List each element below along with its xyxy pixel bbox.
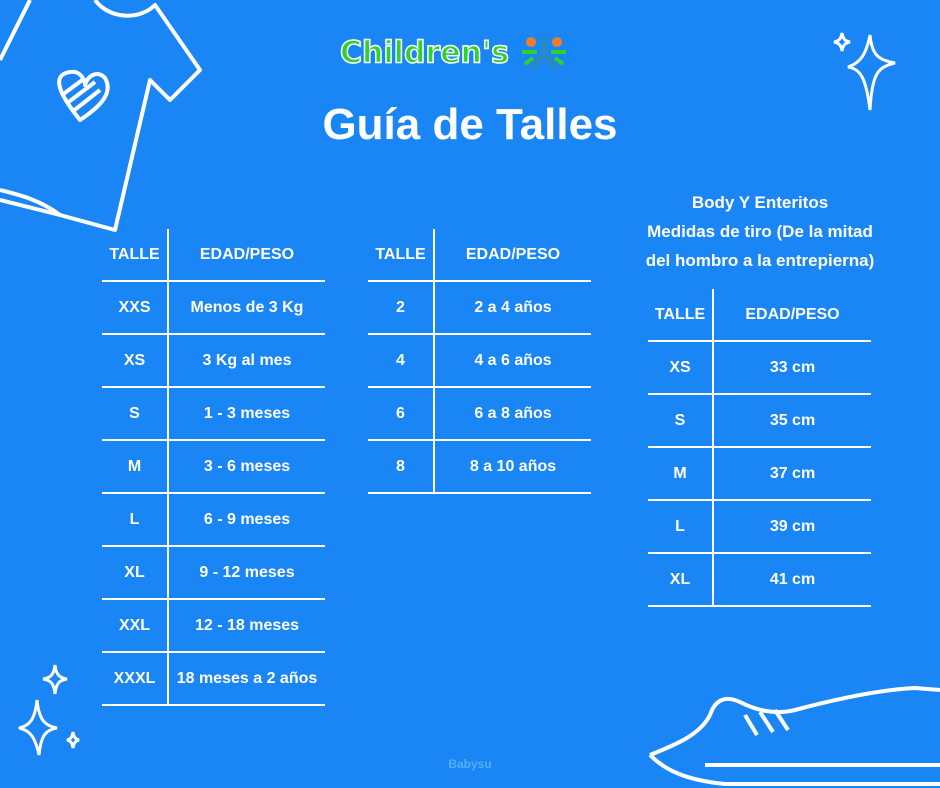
size-cell: 2 bbox=[368, 281, 435, 335]
baby-bodysuit-icon bbox=[0, 0, 202, 232]
page-title: Guía de Talles bbox=[322, 100, 618, 149]
age-weight-cell: 18 meses a 2 años bbox=[168, 652, 325, 706]
age-weight-cell: 3 Kg al mes bbox=[168, 334, 325, 388]
table-row: XL 41 cm bbox=[648, 553, 871, 607]
age-cell: 6 a 8 años bbox=[434, 387, 591, 441]
age-cell: 2 a 4 años bbox=[434, 281, 591, 335]
footer-brand: Babysu bbox=[448, 757, 492, 771]
column-header-talle: TALLE bbox=[368, 229, 435, 282]
table-row: XL 9 - 12 meses bbox=[102, 546, 325, 600]
measure-cell: 39 cm bbox=[713, 500, 871, 554]
measure-cell: 35 cm bbox=[713, 394, 871, 448]
size-cell: S bbox=[102, 387, 169, 441]
sparkle-icon bbox=[18, 664, 80, 756]
table-row: XS 3 Kg al mes bbox=[102, 334, 325, 388]
measure-cell: 41 cm bbox=[713, 553, 871, 607]
sneaker-icon bbox=[648, 686, 940, 786]
size-cell: XXL bbox=[102, 599, 169, 653]
table-header-row: TALLE EDAD/PESO bbox=[648, 289, 871, 342]
table-row: M 37 cm bbox=[648, 447, 871, 501]
size-cell: 4 bbox=[368, 334, 435, 388]
measure-cell: 37 cm bbox=[713, 447, 871, 501]
size-cell: L bbox=[102, 493, 169, 547]
age-cell: 4 a 6 años bbox=[434, 334, 591, 388]
column-header-edad-peso: EDAD/PESO bbox=[168, 229, 325, 282]
bodysuit-caption: Body Y Enteritos Medidas de tiro (De la … bbox=[600, 188, 920, 275]
size-cell: XS bbox=[648, 341, 714, 395]
measure-cell: 33 cm bbox=[713, 341, 871, 395]
table-header-row: TALLE EDAD/PESO bbox=[102, 229, 325, 282]
size-cell: 6 bbox=[368, 387, 435, 441]
size-cell: 8 bbox=[368, 440, 435, 494]
size-cell: XL bbox=[102, 546, 169, 600]
size-cell: XXXL bbox=[102, 652, 169, 706]
age-cell: 8 a 10 años bbox=[434, 440, 591, 494]
table-header-row: TALLE EDAD/PESO bbox=[368, 229, 591, 282]
age-weight-cell: Menos de 3 Kg bbox=[168, 281, 325, 335]
brand-logo: Children's bbox=[339, 34, 569, 74]
age-weight-cell: 12 - 18 meses bbox=[168, 599, 325, 653]
age-weight-cell: 9 - 12 meses bbox=[168, 546, 325, 600]
table-row: XS 33 cm bbox=[648, 341, 871, 395]
caption-line: Medidas de tiro (De la mitad bbox=[647, 222, 873, 241]
column-header-talle: TALLE bbox=[648, 289, 714, 342]
column-header-talle: TALLE bbox=[102, 229, 169, 282]
size-cell: XXS bbox=[102, 281, 169, 335]
sparkle-icon bbox=[833, 32, 896, 111]
table-row: XXS Menos de 3 Kg bbox=[102, 281, 325, 335]
table-row: S 35 cm bbox=[648, 394, 871, 448]
column-header-edad-peso: EDAD/PESO bbox=[713, 289, 871, 342]
size-cell: L bbox=[648, 500, 714, 554]
column-header-edad-peso: EDAD/PESO bbox=[434, 229, 591, 282]
size-cell: S bbox=[648, 394, 714, 448]
table-row: L 39 cm bbox=[648, 500, 871, 554]
size-cell: XS bbox=[102, 334, 169, 388]
table-row: XXXL 18 meses a 2 años bbox=[102, 652, 325, 706]
size-table-babies: TALLE EDAD/PESO XXS Menos de 3 Kg XS 3 Kg … bbox=[102, 229, 325, 706]
age-weight-cell: 3 - 6 meses bbox=[168, 440, 325, 494]
caption-line: Body Y Enteritos bbox=[691, 193, 829, 212]
size-cell: M bbox=[102, 440, 169, 494]
age-weight-cell: 1 - 3 meses bbox=[168, 387, 325, 441]
size-cell: M bbox=[648, 447, 714, 501]
size-cell: XL bbox=[648, 553, 714, 607]
table-row: XXL 12 - 18 meses bbox=[102, 599, 325, 653]
brand-logo-figure-icon bbox=[522, 36, 567, 72]
caption-line: del hombro a la entrepierna) bbox=[645, 251, 875, 270]
age-weight-cell: 6 - 9 meses bbox=[168, 493, 325, 547]
